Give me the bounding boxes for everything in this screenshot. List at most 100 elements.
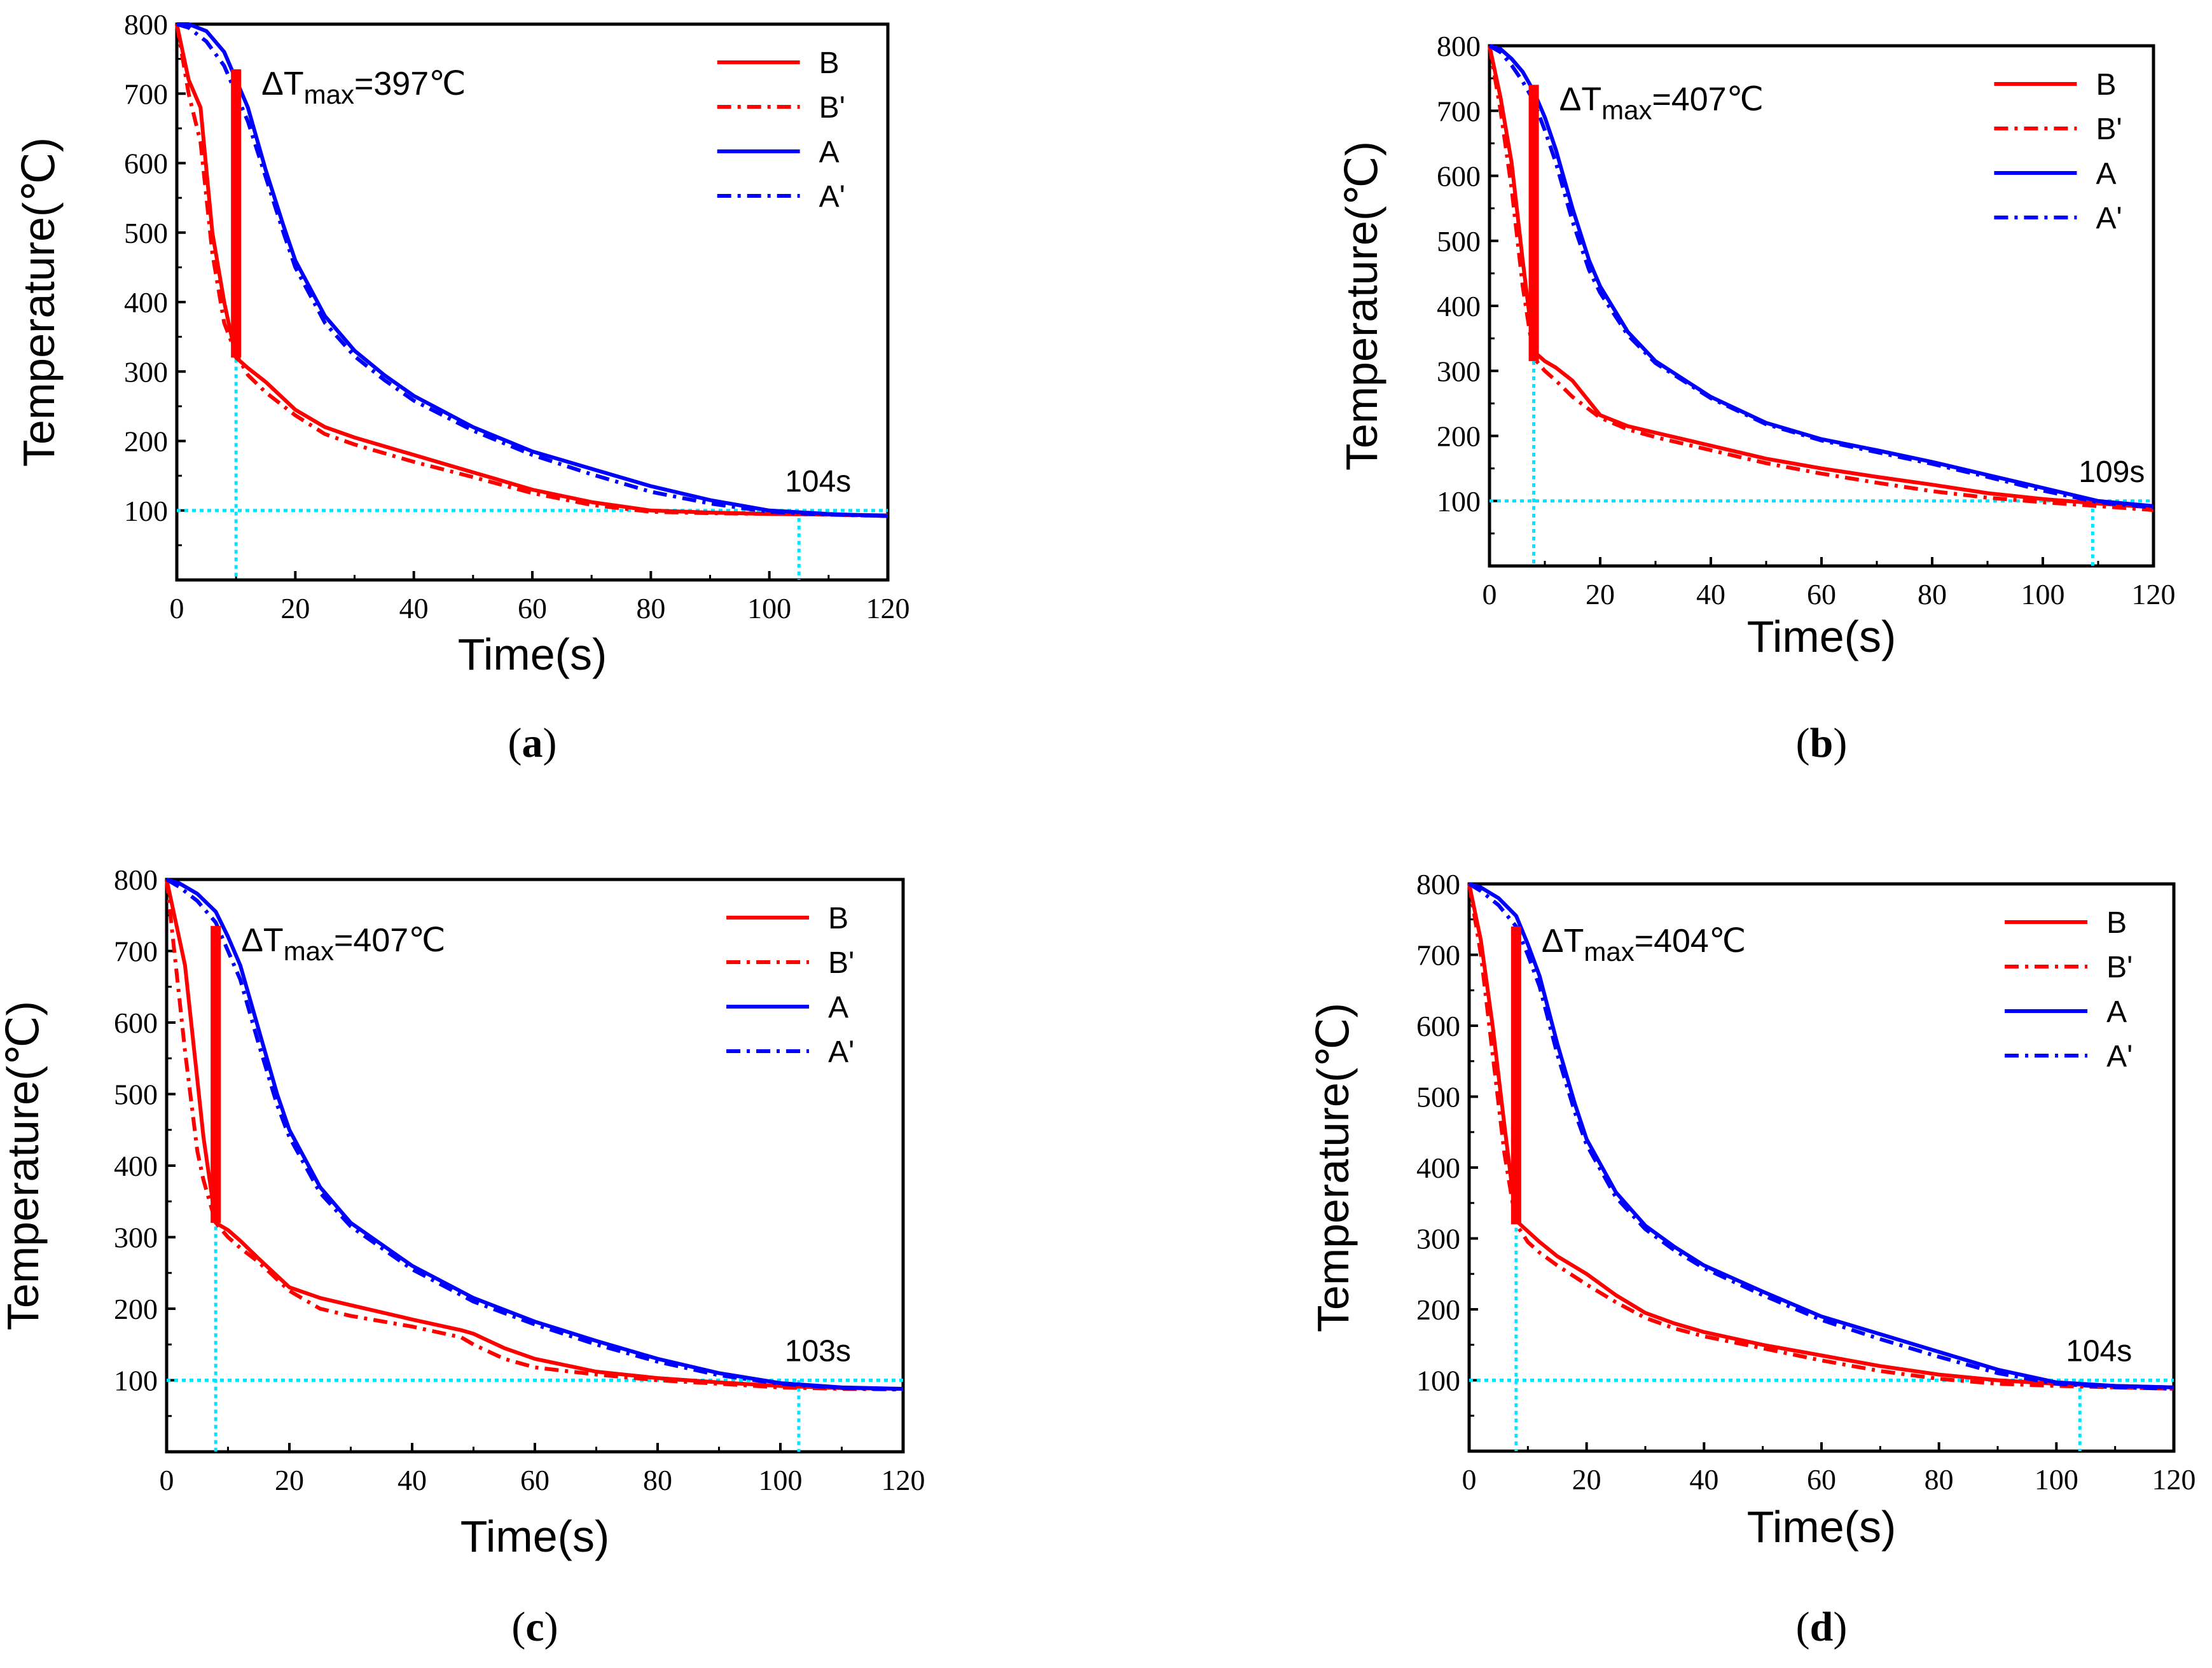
legend-label: B' <box>819 91 845 125</box>
panel-label-close: ) <box>1833 1604 1847 1650</box>
legend-label: B <box>819 46 840 80</box>
y-tick-label: 700 <box>124 78 168 110</box>
y-tick-label: 800 <box>114 864 158 896</box>
x-tick-label: 80 <box>1918 578 1947 610</box>
y-tick-label: 400 <box>114 1150 158 1182</box>
panel-label: (b) <box>1796 720 1848 766</box>
x-tick-label: 120 <box>2152 1463 2196 1496</box>
crossing-time-label: 103s <box>785 1335 851 1368</box>
crossing-time-label: 109s <box>2078 455 2145 489</box>
delta-t-suffix: =397℃ <box>354 65 466 102</box>
y-tick-label: 500 <box>124 217 168 249</box>
x-tick-label: 20 <box>280 592 310 624</box>
x-tick-label: 0 <box>1483 578 1497 610</box>
y-tick-label: 500 <box>1416 1081 1460 1113</box>
panel-label-open: ( <box>511 1604 525 1650</box>
delta-t-label: ΔTmax=407℃ <box>241 922 445 966</box>
x-tick-label: 80 <box>636 592 665 624</box>
crossing-time-label: 104s <box>2066 1335 2132 1368</box>
y-tick-label: 100 <box>124 495 168 527</box>
series-line-A-prime <box>165 878 904 1392</box>
y-tick-label: 200 <box>114 1293 158 1325</box>
delta-t-prefix: ΔT <box>241 922 284 959</box>
y-tick-label: 800 <box>1437 30 1481 62</box>
chart-panel-d: 0 20 40 60 80 100 120 100 200 300 400 500 600 700 800 Δ… <box>1308 868 2196 1650</box>
y-tick-label: 100 <box>114 1365 158 1397</box>
panel-label-letter: c <box>525 1604 544 1650</box>
y-axis-title: Temperature(℃) <box>0 1001 48 1330</box>
y-tick-label: 700 <box>114 935 158 968</box>
legend-label: B' <box>2106 951 2133 984</box>
y-tick-label: 300 <box>124 355 168 388</box>
series-line-B-prime <box>1467 883 2174 1391</box>
y-tick-label: 200 <box>124 425 168 458</box>
x-axis-title: Time(s) <box>458 630 607 679</box>
chart-panel-a: 0 20 40 60 80 100 120 100 200 300 400 500 600 700 800 Δ… <box>14 8 910 766</box>
panel-label-close: ) <box>543 720 557 766</box>
delta-t-prefix: ΔT <box>1542 923 1584 960</box>
panel-label-close: ) <box>1833 720 1847 766</box>
panel-label-open: ( <box>1796 720 1810 766</box>
delta-t-sub: max <box>1584 937 1634 967</box>
y-tick-label: 300 <box>1416 1223 1460 1255</box>
series-line-B <box>1488 45 2154 509</box>
y-tick-label: 600 <box>1437 160 1481 193</box>
y-tick-label: 700 <box>1416 939 1460 972</box>
x-tick-label: 80 <box>643 1464 672 1496</box>
x-axis-title: Time(s) <box>1747 612 1897 661</box>
y-tick-label: 800 <box>124 8 168 41</box>
panel-label-open: ( <box>1796 1604 1810 1650</box>
x-axis-title: Time(s) <box>1747 1502 1897 1552</box>
legend-label: A' <box>2106 1040 2133 1073</box>
x-tick-label: 40 <box>399 592 429 624</box>
delta-t-suffix: =407℃ <box>1652 81 1764 118</box>
y-tick-label: 600 <box>114 1007 158 1039</box>
series-line-A-prime <box>176 22 888 518</box>
y-tick-label: 600 <box>1416 1010 1460 1042</box>
y-tick-label: 700 <box>1437 95 1481 127</box>
legend-label: A <box>828 991 848 1024</box>
series-line-B <box>175 24 888 518</box>
delta-t-sub: max <box>304 79 354 109</box>
series-line-B-prime <box>165 879 904 1392</box>
x-tick-label: 40 <box>1689 1463 1718 1496</box>
x-tick-label: 60 <box>518 592 547 624</box>
x-tick-label: 100 <box>2035 1463 2078 1496</box>
delta-t-suffix: =404℃ <box>1635 923 1746 960</box>
delta-t-label: ΔTmax=404℃ <box>1542 923 1746 967</box>
series-line-A <box>177 22 888 518</box>
x-tick-label: 0 <box>1462 1463 1477 1496</box>
legend-label: A <box>819 135 840 169</box>
series-line-B <box>165 879 904 1391</box>
x-tick-label: 120 <box>866 592 910 624</box>
delta-t-prefix: ΔT <box>261 65 304 102</box>
delta-t-suffix: =407℃ <box>334 922 446 959</box>
x-tick-label: 120 <box>881 1464 925 1496</box>
series-line-A-prime <box>1488 44 2154 509</box>
series-line-B-prime <box>1488 45 2154 513</box>
y-tick-label: 200 <box>1437 420 1481 453</box>
y-tick-label: 600 <box>124 148 168 180</box>
y-tick-label: 400 <box>1416 1152 1460 1184</box>
legend-label: B <box>2096 68 2116 102</box>
y-tick-label: 200 <box>1416 1293 1460 1326</box>
delta-t-label: ΔTmax=397℃ <box>261 65 466 109</box>
x-tick-label: 20 <box>1572 1463 1601 1496</box>
legend-label: A <box>2106 995 2127 1029</box>
panel-label: (d) <box>1796 1604 1848 1650</box>
y-axis-title: Temperature(℃) <box>14 137 64 467</box>
panel-label: (c) <box>511 1604 558 1650</box>
x-tick-label: 60 <box>1807 1463 1836 1496</box>
y-tick-label: 300 <box>1437 355 1481 387</box>
y-tick-label: 400 <box>124 286 168 319</box>
delta-t-sub: max <box>284 936 334 966</box>
y-tick-label: 500 <box>114 1079 158 1111</box>
panel-label-letter: d <box>1810 1604 1834 1650</box>
panel-label-letter: a <box>522 720 543 766</box>
x-tick-label: 120 <box>2132 578 2176 610</box>
x-tick-label: 60 <box>1807 578 1836 610</box>
panel-label-open: ( <box>508 720 522 766</box>
series-line-A <box>166 878 904 1391</box>
x-tick-label: 100 <box>759 1464 803 1496</box>
